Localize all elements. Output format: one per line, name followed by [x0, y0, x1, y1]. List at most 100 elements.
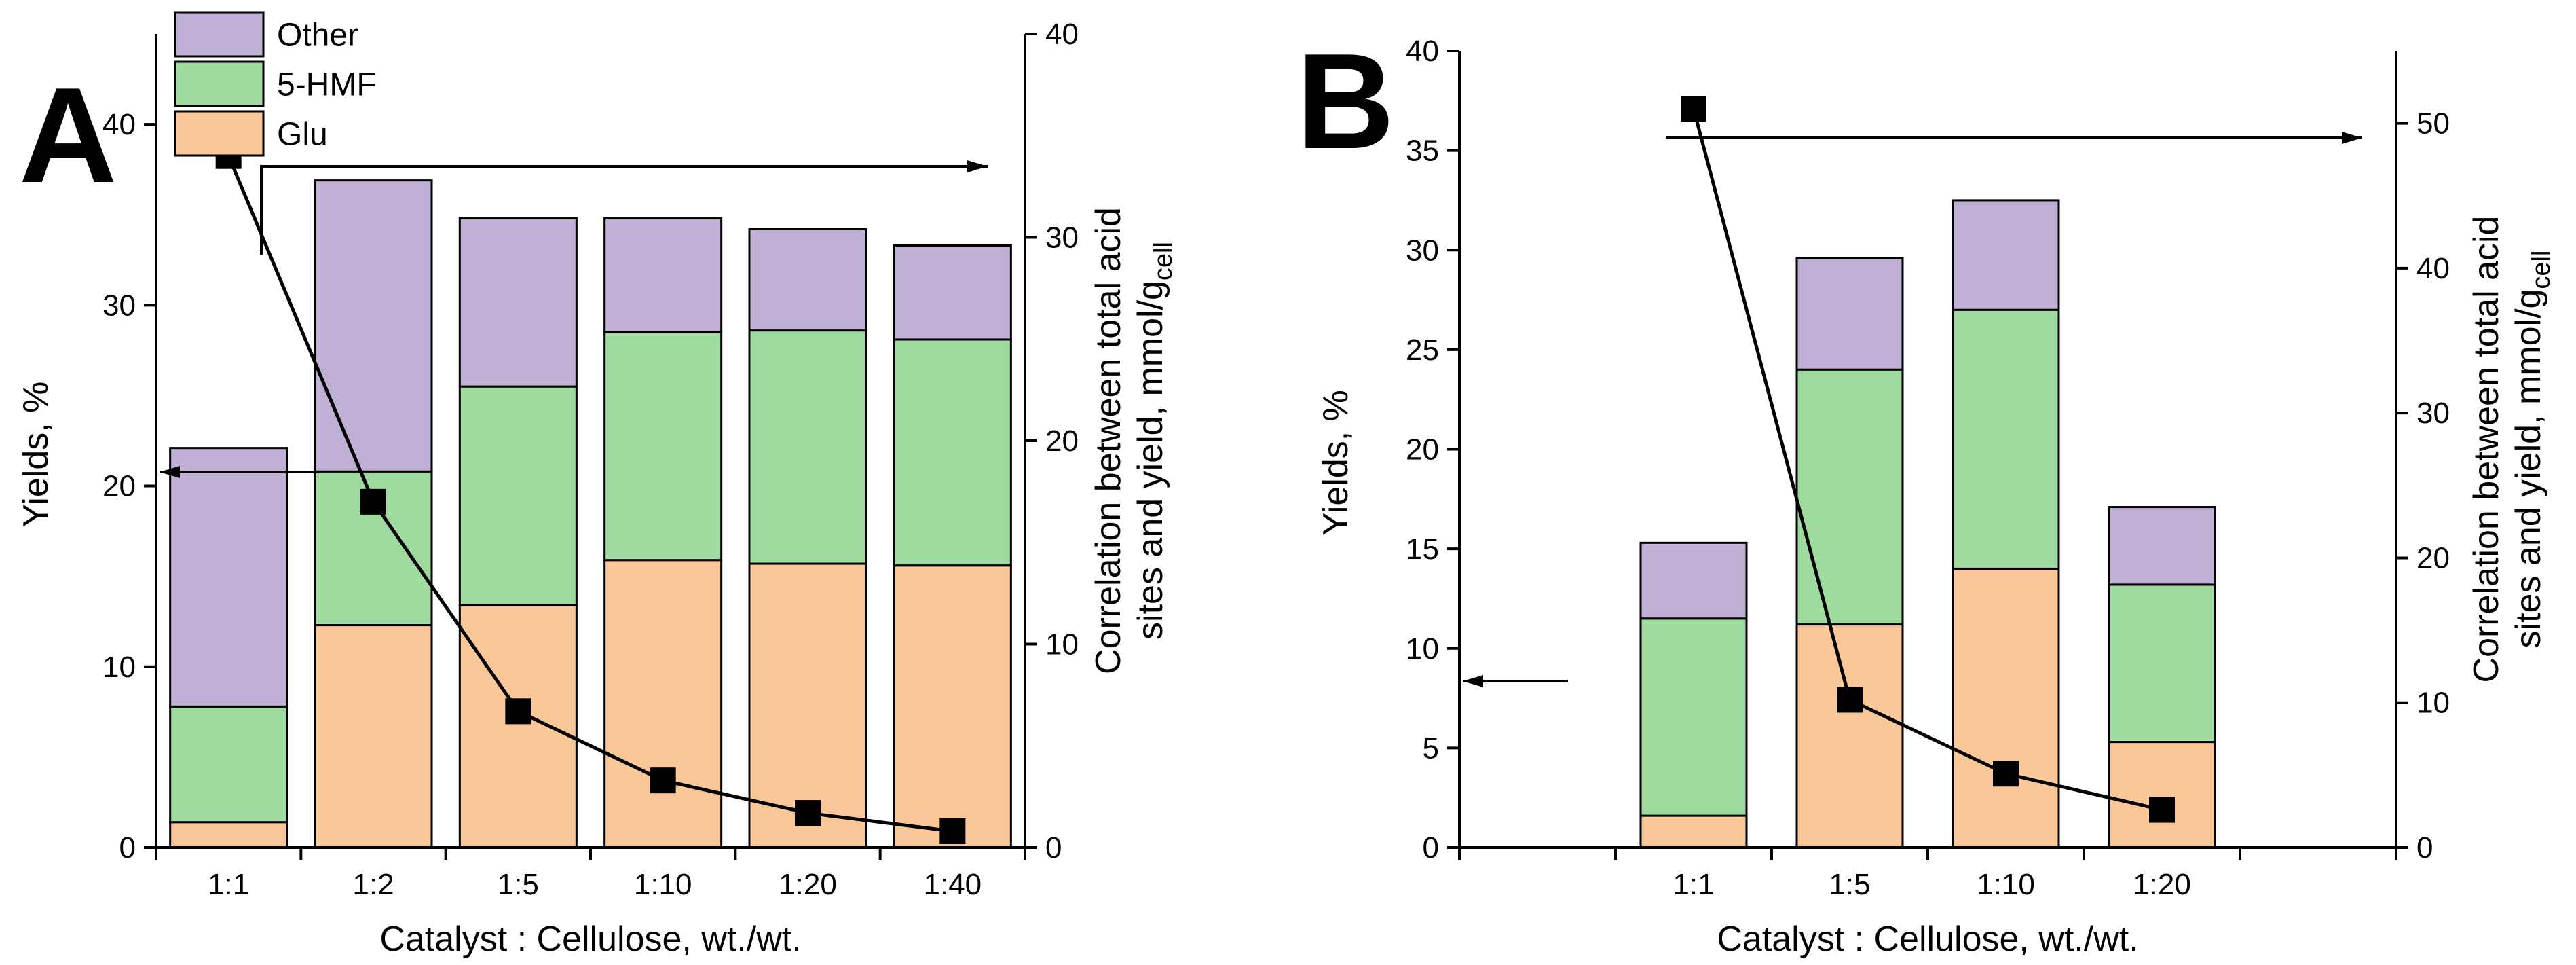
- panel-b-letter: B: [1296, 26, 1394, 177]
- panel-a-y2-title-line2: sites and yield, mmol/gcell: [1131, 242, 1178, 640]
- panel-b-y2-tick-label-20: 20: [2416, 541, 2450, 575]
- panel-a-bar-1-10-5hmf: [603, 331, 723, 562]
- panel-a-bar-1-40-other: [893, 244, 1012, 341]
- panel-a-y-tick-label-0: 0: [119, 831, 136, 864]
- panel-b-y2-tick-label-0: 0: [2416, 831, 2433, 864]
- panel-b-y2-title-line2: sites and yield, mmol/gcell: [2509, 251, 2556, 649]
- panel-a-y2-title-subscript: cell: [1149, 242, 1178, 280]
- panel-a-left-axis-arrow: [160, 466, 319, 478]
- panel-b-bar-1-5-other: [1795, 257, 1904, 371]
- panel-a: A 0 10 20 30 40 0 10 20 30 40 1:1 1:2 1:5 1:10 1:20 1:4…: [16, 18, 1178, 959]
- legend: Other 5-HMF Glu: [174, 11, 377, 157]
- panel-b-left-axis-arrow-head: [1463, 675, 1483, 687]
- panel-a-bar-1-20-other: [748, 228, 867, 332]
- panel-b-bar-1-1-5hmf: [1639, 617, 1748, 817]
- panel-b-bar-1-10-5hmf: [1952, 308, 2060, 570]
- panel-a-x-tick-label-1-5: 1:5: [498, 868, 539, 901]
- panel-a-y2-tick-label-40: 40: [1045, 18, 1079, 51]
- panel-a-correlation-point-1-5: [505, 698, 531, 725]
- panel-b: B 0 5 10 15 20 25 30 35 40 0 10 20 30 40 50 1:1 1:5 1:10 1…: [1296, 26, 2556, 959]
- panel-a-right-axis-arrow-head: [967, 160, 988, 172]
- panel-b-bar-1-10-glu: [1952, 567, 2060, 849]
- panel-b-y-tick-label-40: 40: [1406, 35, 1439, 68]
- panel-b-y-tick-label-25: 25: [1406, 333, 1439, 367]
- panel-b-correlation-point-1-1: [1681, 96, 1706, 122]
- panel-a-x-axis-title: Catalyst : Cellulose, wt./wt.: [379, 920, 801, 959]
- legend-label-5hmf: 5-HMF: [277, 67, 377, 103]
- panel-b-y2-title-subscript: cell: [2527, 251, 2556, 289]
- panel-b-x-tick-label-1-5: 1:5: [1829, 868, 1870, 901]
- panel-a-bar-1-1-other: [169, 447, 288, 708]
- panel-a-left-axis-arrow-head: [160, 466, 180, 478]
- panel-b-y-tick-label-0: 0: [1423, 831, 1439, 864]
- panel-b-y2-tick-label-50: 50: [2416, 107, 2450, 141]
- panel-a-x-tick-label-1-20: 1:20: [779, 868, 837, 901]
- panel-a-bar-1-5-other: [458, 217, 578, 388]
- panel-b-bar-1-20-5hmf: [2108, 583, 2216, 744]
- panel-a-bar-1-40-glu: [893, 564, 1012, 849]
- panel-b-bar-1-5-glu: [1795, 623, 1904, 849]
- panel-a-x-tick-label-1-40: 1:40: [924, 868, 982, 901]
- panel-b-right-axis-arrow-head: [2342, 132, 2362, 144]
- panel-b-y-tick-label-20: 20: [1406, 433, 1439, 467]
- panel-a-bar-1-5-glu: [458, 604, 578, 849]
- panel-b-left-axis-arrow: [1463, 675, 1568, 687]
- panel-a-right-axis-arrow-line: [260, 165, 988, 255]
- panel-b-y-tick-label-30: 30: [1406, 234, 1439, 267]
- panel-a-correlation-point-1-20: [795, 800, 821, 826]
- panel-b-y2-tick-label-40: 40: [2416, 252, 2450, 285]
- legend-swatch-5hmf: [174, 60, 265, 107]
- panel-a-correlation-line: [227, 155, 953, 833]
- panel-a-y2-title-line1: Correlation between total acid: [1089, 207, 1128, 674]
- panel-b-bar-1-20-other: [2108, 506, 2216, 586]
- panel-b-x-tick-label-1-1: 1:1: [1673, 868, 1714, 901]
- panel-a-letter: A: [19, 60, 117, 211]
- legend-swatch-other: [174, 11, 265, 58]
- legend-swatch-glu: [174, 110, 265, 157]
- panel-b-bars: [1639, 199, 2216, 849]
- panel-a-x-tick-label-1-2: 1:2: [352, 868, 394, 901]
- panel-b-x-tick-label-1-10: 1:10: [1977, 868, 2035, 901]
- panel-a-y-axis-title: Yields, %: [16, 382, 56, 528]
- panel-b-x-axis-title: Catalyst : Cellulose, wt./wt.: [1717, 920, 2138, 959]
- panel-b-correlation-point-1-10: [1993, 761, 2019, 787]
- panel-a-bar-1-20-5hmf: [748, 329, 867, 565]
- panel-a-correlation-point-1-40: [939, 818, 966, 845]
- panel-a-y2-tick-label-0: 0: [1045, 831, 1062, 864]
- panel-a-correlation-point-1-2: [360, 488, 386, 515]
- panel-a-y-tick-label-30: 30: [102, 289, 136, 322]
- panel-b-correlation-point-1-20: [2149, 797, 2175, 823]
- panel-b-y-tick-label-35: 35: [1406, 134, 1439, 168]
- panel-a-bars: [169, 179, 1012, 849]
- panel-b-x-tick-label-1-20: 1:20: [2133, 868, 2191, 901]
- panel-b-bar-1-5-5hmf: [1795, 368, 1904, 626]
- panel-b-y2-tick-label-10: 10: [2416, 687, 2450, 720]
- panel-a-y2-tick-label-30: 30: [1045, 221, 1079, 255]
- panel-b-bar-1-20-glu: [2108, 741, 2216, 849]
- panel-a-correlation-point-1-10: [650, 767, 676, 794]
- panel-a-y-tick-label-40: 40: [102, 108, 136, 141]
- panel-a-bar-1-1-5hmf: [169, 705, 288, 824]
- panel-b-bar-1-10-other: [1952, 199, 2060, 311]
- panel-a-y2-tick-label-10: 10: [1045, 628, 1079, 661]
- panel-a-bar-1-40-5hmf: [893, 338, 1012, 567]
- panel-a-bar-1-2-glu: [314, 624, 433, 849]
- panel-a-y-tick-label-10: 10: [102, 651, 136, 684]
- panel-a-bar-1-10-other: [603, 217, 723, 333]
- panel-a-x-tick-label-1-10: 1:10: [634, 868, 692, 901]
- panel-b-bar-1-1-other: [1639, 541, 1748, 620]
- panel-b-y-tick-label-10: 10: [1406, 632, 1439, 666]
- panel-b-right-axis-arrow: [1666, 132, 2362, 144]
- panel-a-bar-1-5-5hmf: [458, 385, 578, 606]
- legend-label-glu: Glu: [277, 117, 328, 153]
- panel-b-correlation-line: [1692, 108, 2163, 812]
- panel-b-correlation-point-1-5: [1837, 687, 1863, 713]
- panel-a-bar-1-10-glu: [603, 559, 723, 849]
- panel-a-x-tick-label-1-1: 1:1: [208, 868, 249, 901]
- panel-a-y2-tick-label-20: 20: [1045, 424, 1079, 458]
- panel-b-y2-title-line1: Correlation between total acid: [2467, 216, 2506, 683]
- panel-b-y-axis-title: Yields, %: [1316, 390, 1356, 536]
- panel-a-y2-axis-title: Correlation between total acid sites and …: [1089, 207, 1178, 674]
- panel-b-y2-tick-label-30: 30: [2416, 397, 2450, 430]
